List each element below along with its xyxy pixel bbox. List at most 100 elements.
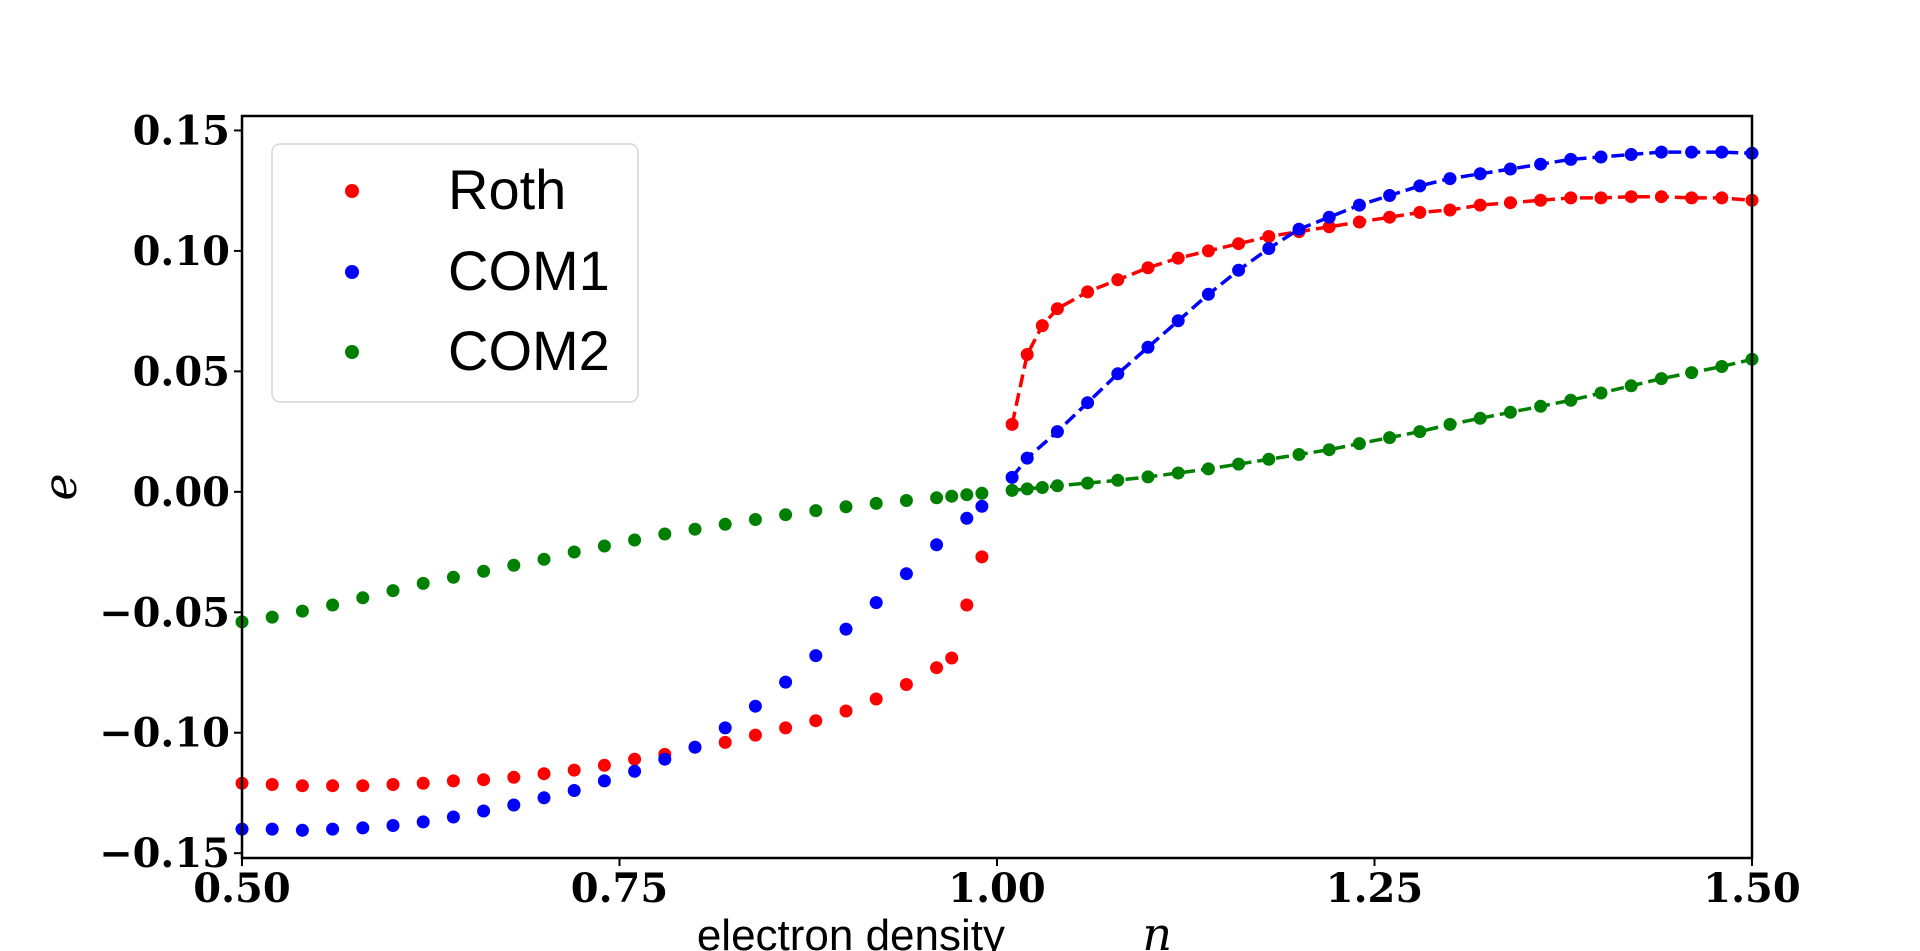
legend-marker-com1 <box>345 265 359 279</box>
data-point-com1 <box>1534 157 1548 171</box>
legend-box <box>271 143 639 403</box>
data-point-com2 <box>1081 476 1095 490</box>
data-point-com2 <box>748 513 762 526</box>
data-point-roth <box>1050 302 1064 316</box>
data-point-com2 <box>1352 437 1366 451</box>
data-point-com2 <box>1171 466 1185 480</box>
data-point-roth <box>1413 205 1427 219</box>
data-point-roth <box>265 778 279 791</box>
x-axis-label: electron density <box>697 911 1005 951</box>
data-point-com1 <box>1503 162 1517 176</box>
data-point-com1 <box>899 567 913 581</box>
data-point-com2 <box>1111 473 1125 487</box>
legend-label-com2: COM2 <box>448 319 610 382</box>
data-point-roth <box>1383 210 1397 224</box>
data-point-com2 <box>1232 457 1246 471</box>
data-point-com1 <box>688 740 702 754</box>
data-point-com1 <box>507 798 521 812</box>
data-point-roth <box>1232 237 1246 251</box>
x-axis-ticks: 0.50 0.75 1.00 1.25 1.50 <box>193 858 1801 912</box>
x-tick-label: 0.75 <box>571 865 668 912</box>
data-point-roth <box>899 678 913 691</box>
x-tick-label: 1.50 <box>1703 865 1800 912</box>
data-point-com2 <box>1035 481 1049 494</box>
data-point-com2 <box>477 564 491 578</box>
data-point-com1 <box>1171 314 1185 328</box>
data-point-roth <box>1594 191 1608 205</box>
legend-label-com1: COM1 <box>448 239 610 302</box>
data-point-com1 <box>537 791 551 805</box>
data-point-roth <box>1473 198 1487 212</box>
data-point-com1 <box>567 784 581 797</box>
data-point-roth <box>295 779 309 793</box>
data-point-com1 <box>975 499 989 513</box>
data-point-com1 <box>748 699 762 713</box>
data-point-roth <box>1111 273 1125 287</box>
data-point-com1 <box>446 810 460 824</box>
series-com2 <box>235 352 1759 629</box>
data-point-roth <box>1005 417 1019 431</box>
data-point-com1 <box>809 649 823 663</box>
data-point-com2 <box>1141 470 1155 484</box>
data-point-roth <box>1352 215 1366 229</box>
data-point-com2 <box>930 491 944 505</box>
y-axis-label: e <box>33 473 87 500</box>
y-tick-label: 0.15 <box>133 107 230 154</box>
data-point-com2 <box>869 496 883 510</box>
x-tick-label: 0.50 <box>193 865 290 912</box>
data-point-com2 <box>779 508 793 522</box>
data-point-com2 <box>1594 386 1608 400</box>
data-point-roth <box>386 778 400 791</box>
data-point-com2 <box>386 584 400 598</box>
data-point-com2 <box>295 604 309 618</box>
data-point-roth <box>1503 196 1517 210</box>
data-point-com1 <box>779 675 793 689</box>
data-point-com2 <box>1473 411 1487 425</box>
data-point-com2 <box>1292 448 1306 461</box>
data-point-com2 <box>537 552 551 566</box>
data-point-com2 <box>1322 443 1336 457</box>
data-point-com2 <box>945 489 959 503</box>
data-point-com2 <box>1715 360 1729 373</box>
data-point-roth <box>718 735 732 749</box>
data-point-roth <box>567 763 581 777</box>
data-point-com2 <box>839 500 853 514</box>
legend: Roth COM1 COM2 <box>271 143 639 403</box>
data-point-com1 <box>295 823 309 837</box>
data-point-com1 <box>356 821 370 835</box>
data-point-com2 <box>1413 425 1427 439</box>
data-point-com1 <box>1232 263 1246 277</box>
data-point-com2 <box>1503 405 1517 419</box>
legend-marker-roth <box>345 184 359 198</box>
data-point-com1 <box>1081 396 1095 410</box>
data-point-com1 <box>1443 172 1457 186</box>
data-point-roth <box>416 776 430 790</box>
data-point-roth <box>446 774 460 788</box>
data-point-roth <box>326 779 340 793</box>
y-tick-label: 0.05 <box>133 348 230 395</box>
data-point-roth <box>1201 244 1215 258</box>
data-point-com1 <box>658 752 672 766</box>
data-point-roth <box>1171 251 1185 265</box>
series-line-com2 <box>1011 357 1753 493</box>
data-point-com1 <box>960 511 974 525</box>
data-point-com1 <box>326 822 340 836</box>
data-point-com2 <box>1564 393 1578 407</box>
data-point-com1 <box>869 596 883 610</box>
data-point-com1 <box>1383 189 1397 202</box>
series-roth <box>235 190 1759 793</box>
data-point-com2 <box>326 598 340 612</box>
data-point-com1 <box>1715 145 1729 159</box>
data-point-roth <box>1035 319 1049 333</box>
data-point-com1 <box>1201 287 1215 301</box>
data-point-com1 <box>718 721 732 735</box>
x-tick-label: 1.00 <box>948 865 1045 912</box>
series-line-roth <box>1010 194 1753 425</box>
data-point-com1 <box>1292 222 1306 236</box>
data-point-com2 <box>1201 462 1215 476</box>
data-point-com1 <box>1413 179 1427 193</box>
data-point-roth <box>1020 348 1034 361</box>
data-point-com2 <box>567 545 581 559</box>
data-point-com2 <box>265 610 279 624</box>
data-point-roth <box>1081 285 1095 299</box>
